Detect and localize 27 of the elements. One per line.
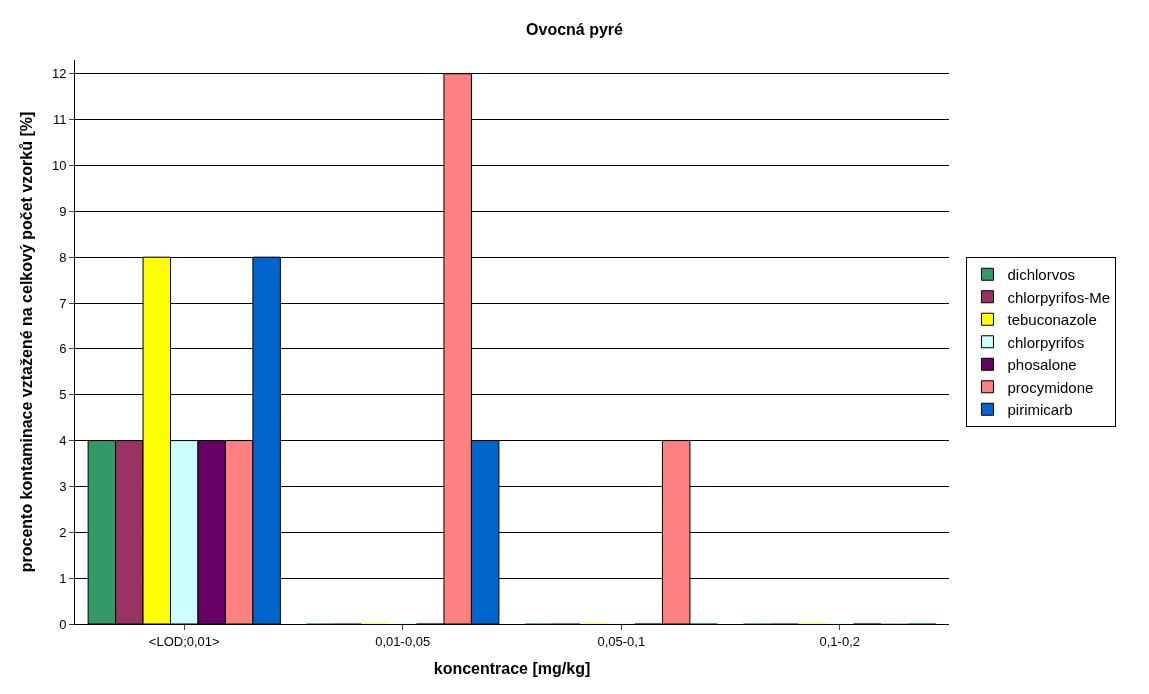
x-axis-title: koncentrace [mg/kg] [433, 660, 591, 678]
y-tick-label: 1 [59, 570, 67, 586]
y-axis-title: procento kontaminace vztažené na celkový počet vzorků [%] [17, 111, 35, 573]
legend-label: procymidone [1007, 378, 1094, 396]
y-tick-label: 3 [59, 478, 67, 494]
x-tick-label: 0,1-0,2 [819, 633, 860, 649]
y-tick-label: 11 [52, 112, 67, 128]
y-tick-label: 2 [59, 524, 67, 540]
y-tick-label: 5 [59, 387, 67, 403]
y-tick-label: 4 [59, 433, 67, 449]
y-tick-label: 0 [59, 616, 67, 632]
y-tick-label: 7 [59, 295, 67, 311]
y-tick-label: 6 [59, 341, 67, 357]
x-tick-label: 0,01-0,05 [375, 633, 431, 649]
x-tick-label: <LOD;0,01> [148, 633, 220, 649]
legend-label: dichlorvos [1007, 266, 1076, 284]
legend-label: phosalone [1007, 356, 1077, 374]
y-tick-label: 10 [51, 158, 67, 174]
legend-label: pirimicarb [1007, 401, 1073, 419]
chart-title: Ovocná pyré [526, 21, 624, 39]
y-tick-label: 8 [59, 249, 67, 265]
legend-label: tebuconazole [1007, 311, 1097, 329]
legend-label: chlorpyrifos-Me [1007, 288, 1111, 306]
y-tick-label: 9 [59, 203, 67, 219]
x-tick-label: 0,05-0,1 [597, 633, 646, 649]
legend-label: chlorpyrifos [1007, 333, 1085, 351]
y-tick-label: 12 [51, 66, 67, 82]
